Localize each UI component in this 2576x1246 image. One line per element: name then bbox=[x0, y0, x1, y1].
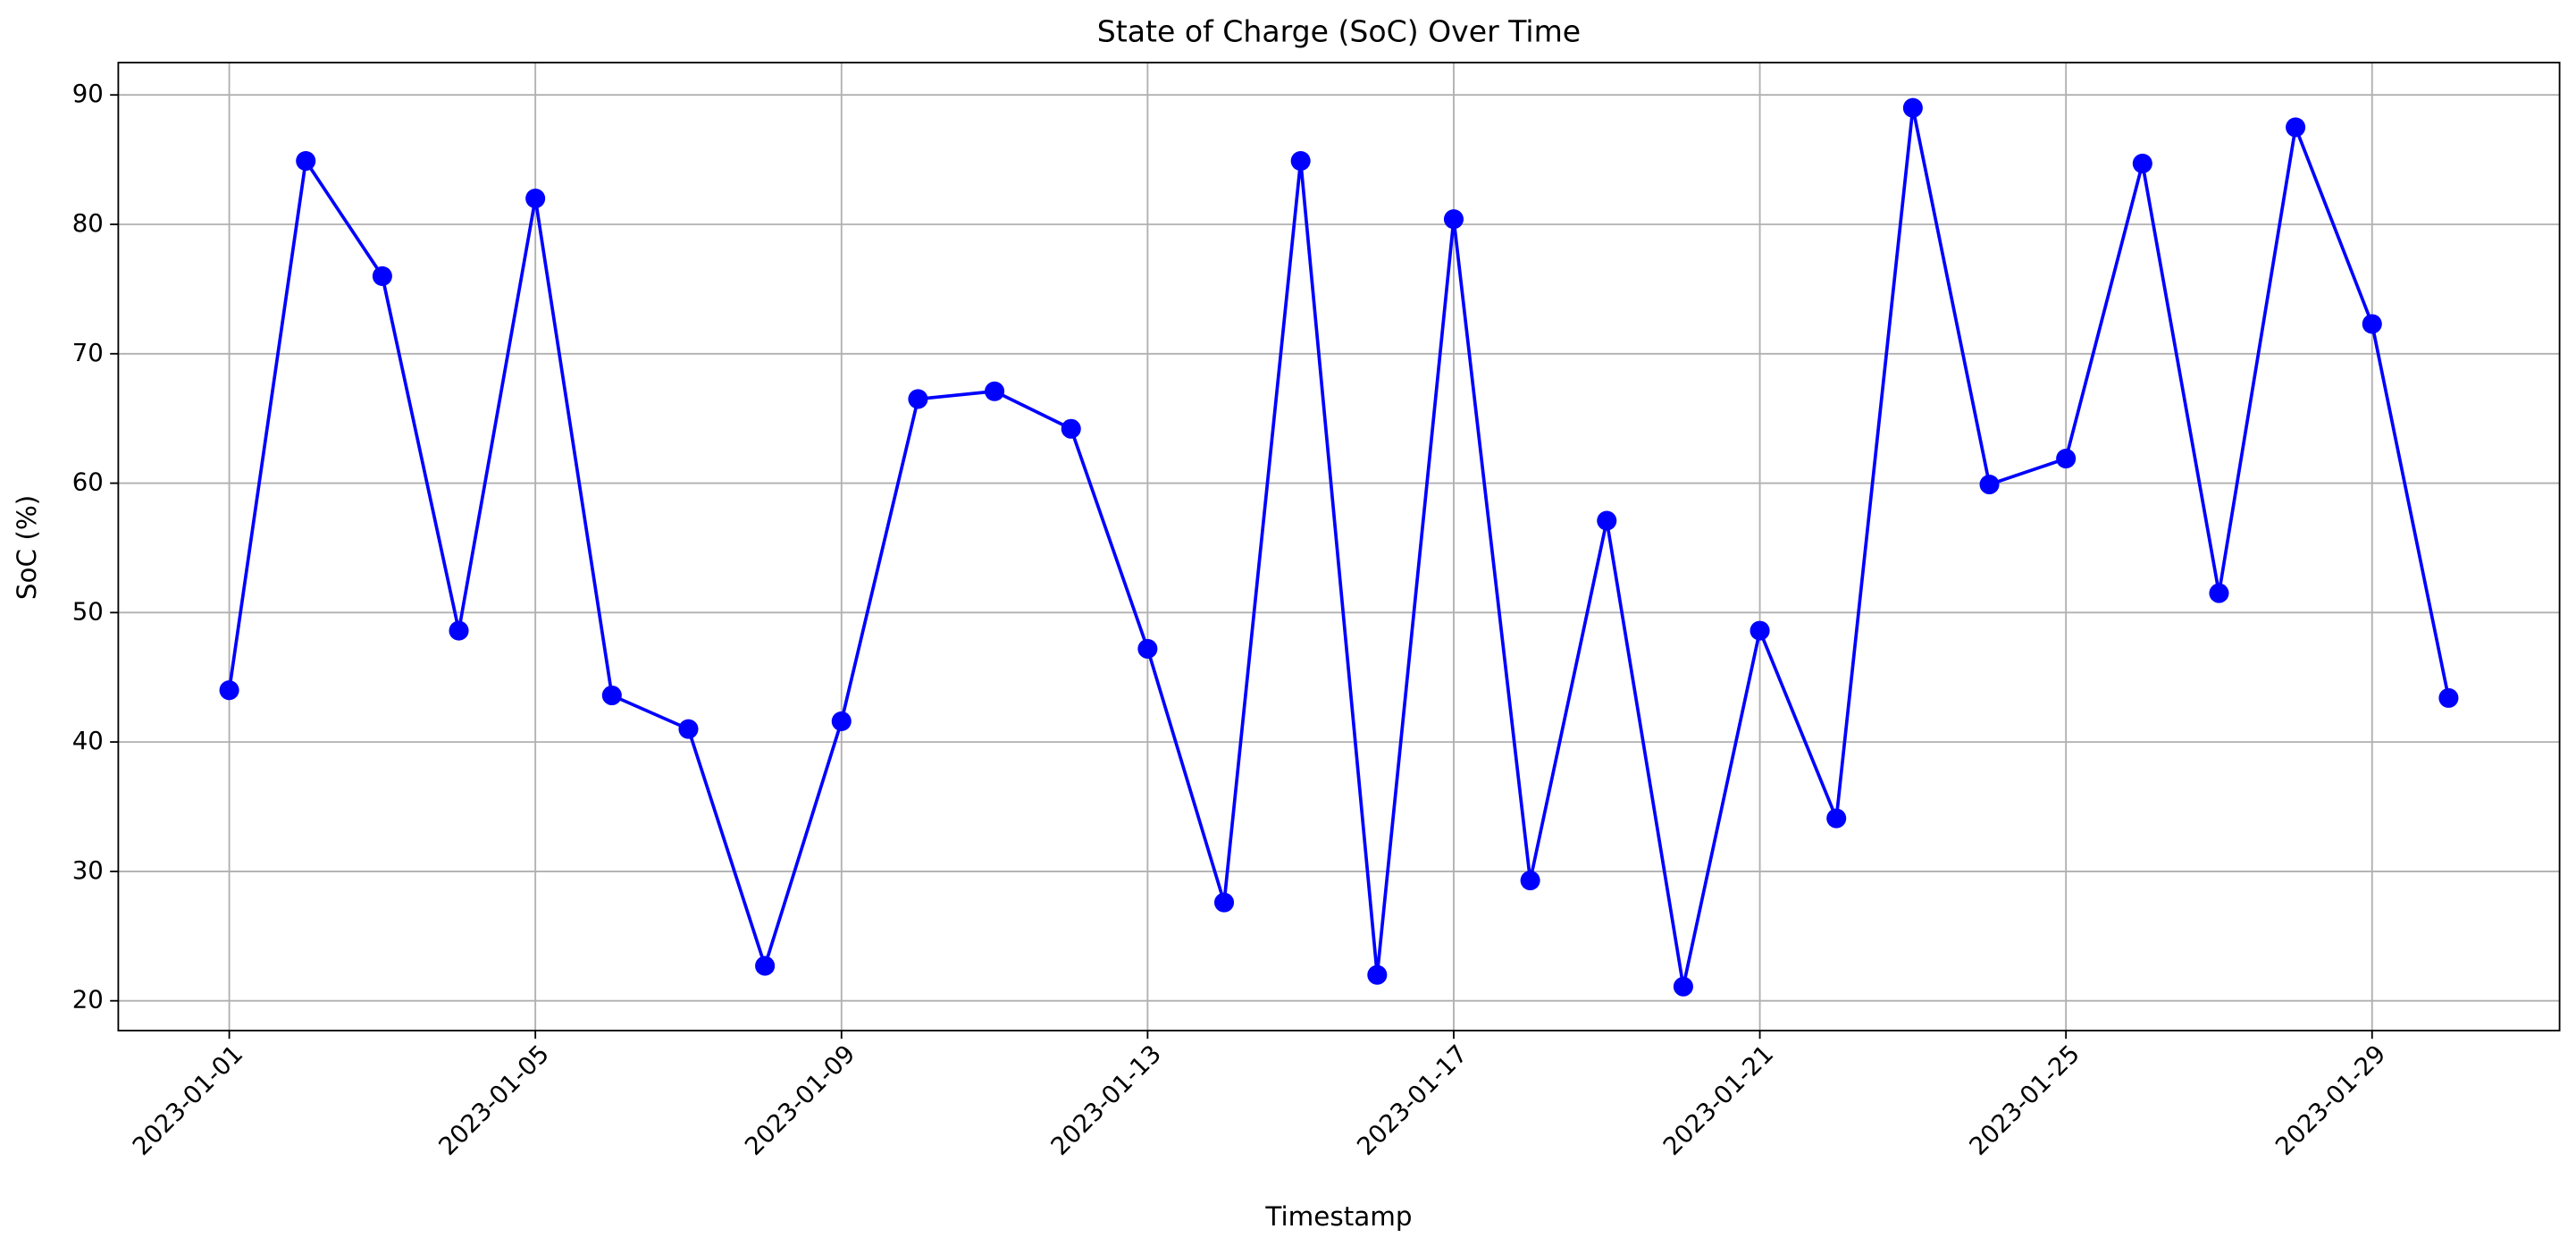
plot-frame bbox=[117, 62, 2561, 1031]
marker bbox=[1367, 964, 1388, 985]
y-tick-label: 20 bbox=[72, 985, 104, 1014]
marker bbox=[1826, 808, 1847, 829]
marker bbox=[2362, 314, 2382, 334]
line bbox=[227, 107, 2451, 988]
y-tick-label: 30 bbox=[72, 855, 104, 885]
x-tick-label: 2023-01-29 bbox=[2270, 1039, 2392, 1161]
y-tick-label: 80 bbox=[72, 208, 104, 238]
marker bbox=[1520, 871, 1540, 891]
marker bbox=[678, 719, 699, 739]
marker bbox=[2286, 117, 2306, 138]
marker bbox=[831, 711, 852, 731]
marker bbox=[2132, 153, 2152, 173]
marker bbox=[1597, 510, 1617, 531]
marker bbox=[601, 685, 622, 706]
x-tick-label: 2023-01-25 bbox=[1963, 1039, 2085, 1161]
y-axis-label: SoC (%) bbox=[12, 495, 42, 600]
x-tick-label: 2023-01-05 bbox=[432, 1039, 555, 1161]
marker bbox=[1749, 620, 1770, 641]
marker bbox=[2209, 583, 2229, 603]
chart-title: State of Charge (SoC) Over Time bbox=[1097, 13, 1581, 48]
marker bbox=[449, 620, 469, 641]
marker bbox=[219, 680, 239, 701]
marker bbox=[372, 265, 392, 286]
marker bbox=[985, 381, 1005, 401]
x-tick-label: 2023-01-09 bbox=[739, 1039, 861, 1161]
x-tick-label: 2023-01-01 bbox=[127, 1039, 249, 1161]
marker bbox=[1673, 976, 1693, 997]
marker bbox=[1213, 892, 1235, 913]
marker bbox=[296, 151, 316, 172]
y-tick-label: 70 bbox=[72, 338, 104, 367]
y-tick-label: 40 bbox=[72, 726, 104, 755]
x-tick-label: 2023-01-21 bbox=[1657, 1039, 1780, 1161]
x-axis-label: Timestamp bbox=[1264, 1201, 1412, 1232]
y-tick-label: 60 bbox=[72, 467, 104, 497]
marker bbox=[908, 389, 928, 409]
marker bbox=[2438, 687, 2459, 708]
x-tick-label: 2023-01-17 bbox=[1351, 1039, 1473, 1161]
marker bbox=[1902, 97, 1923, 118]
marker bbox=[1443, 209, 1464, 230]
x-tick-label: 2023-01-13 bbox=[1045, 1039, 1167, 1161]
marker bbox=[2056, 449, 2077, 469]
marker bbox=[1979, 474, 2000, 495]
y-tick-label: 90 bbox=[72, 79, 104, 108]
marker bbox=[525, 189, 546, 209]
marker bbox=[1061, 418, 1081, 439]
y-tick-label: 50 bbox=[72, 596, 104, 626]
marker bbox=[755, 956, 776, 976]
marker bbox=[1137, 638, 1158, 659]
marker bbox=[1290, 151, 1311, 172]
